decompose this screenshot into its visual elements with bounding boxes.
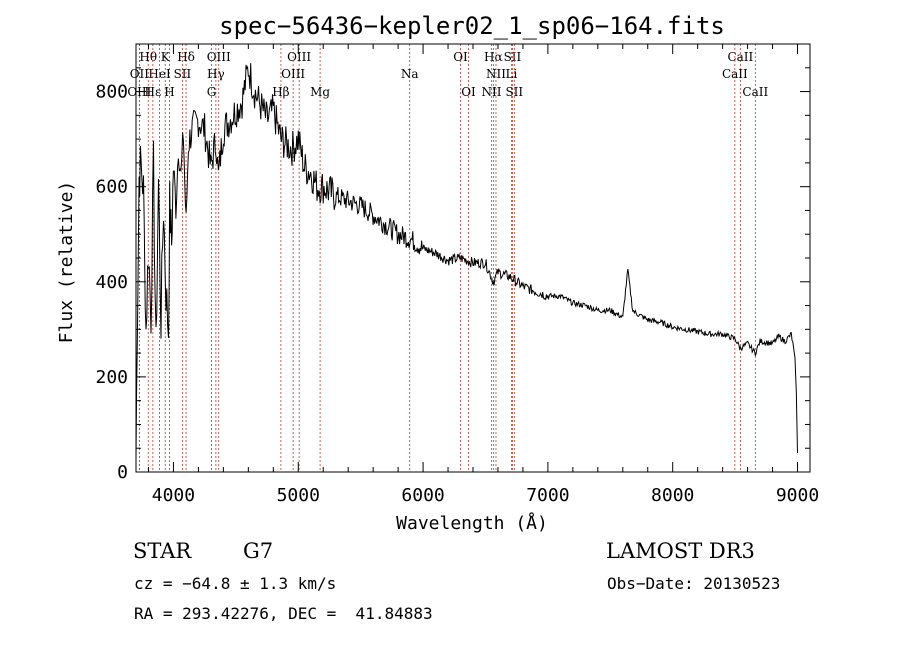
spectral-line-label: HeI (148, 67, 171, 81)
spectral-line-label: Li (506, 67, 518, 81)
object-subclass: G7 (243, 539, 274, 563)
y-axis-label: Flux (relative) (56, 181, 77, 344)
y-tick-label: 800 (95, 82, 128, 103)
spectral-line-label: G (207, 85, 217, 99)
obs-date-text: Obs−Date: 20130523 (607, 574, 781, 593)
spectral-line-label: OI (453, 50, 468, 64)
x-axis-label: Wavelength (Å) (396, 512, 548, 534)
spectral-line-label: Hγ (207, 67, 225, 81)
spectral-line-label: Mg (310, 85, 330, 99)
x-tick-label: 9000 (776, 485, 819, 506)
y-tick-label: 200 (95, 367, 128, 388)
y-tick-label: 400 (95, 272, 128, 293)
spectral-line-label: Hβ (272, 85, 289, 99)
coordinates-text: RA = 293.42276, DEC = 41.84883 (134, 604, 433, 623)
spectral-line-label: SII (504, 50, 522, 64)
chart-title: spec−56436−kepler02_1_sp06−164.fits (219, 12, 725, 40)
spectral-line-label: OIII (287, 50, 311, 64)
object-class: STAR (133, 539, 192, 563)
y-tick-label: 0 (117, 462, 128, 483)
spectral-line-label: Hθ (139, 50, 157, 64)
spectral-line-label: Hδ (177, 50, 195, 64)
spectral-line-label: OIII (281, 67, 305, 81)
spectral-line-label: Hε (145, 85, 162, 99)
spectral-line-label: Na (401, 67, 419, 81)
spectral-line-label: K (161, 50, 171, 64)
x-tick-label: 8000 (651, 485, 694, 506)
spectral-line-label: CaII (722, 67, 748, 81)
axes: 4000 5000 6000 7000 8000 9000 0 200 400 600 800 (95, 44, 819, 506)
spectral-line-label: SII (174, 67, 192, 81)
x-tick-label: 5000 (277, 485, 320, 506)
y-tick-label: 600 (95, 177, 128, 198)
spectral-line-label: CaII (727, 50, 753, 64)
spectral-line-label: H (164, 85, 174, 99)
series-layer (135, 63, 798, 459)
spectral-line-label: NII (481, 85, 501, 99)
spectral-line-label: NII (486, 67, 506, 81)
spectrum-line (135, 63, 798, 459)
redshift-text: cz = −64.8 ± 1.3 km/s (134, 574, 337, 593)
x-tick-label: 4000 (152, 485, 195, 506)
spectral-line-label: CaII (742, 85, 768, 99)
x-tick-label: 7000 (526, 485, 569, 506)
spectral-line-label: OI (461, 85, 476, 99)
spectral-line-label: SII (505, 85, 523, 99)
x-tick-label: 6000 (401, 485, 444, 506)
spectral-line-label: OIII (207, 50, 231, 64)
spectral-line-label: Hα (484, 50, 503, 64)
survey-name: LAMOST DR3 (606, 539, 755, 563)
